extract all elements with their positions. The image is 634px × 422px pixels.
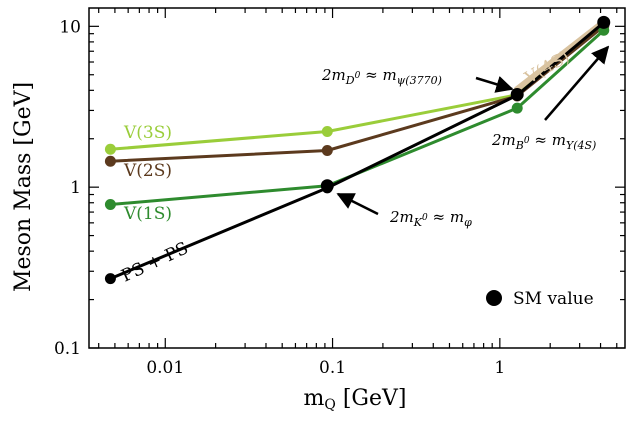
arrow-kphi (336, 192, 379, 216)
svg-text:2mB0 ≈ mΥ(4S): 2mB0 ≈ mΥ(4S) (491, 131, 596, 152)
y-tick-label: 10 (59, 17, 81, 37)
data-point-v-1s (511, 102, 523, 114)
svg-text:2mD0 ≈ mψ(3770): 2mD0 ≈ mψ(3770) (321, 66, 442, 87)
y-tick-label: 1 (70, 178, 81, 198)
arrow-bups (544, 45, 610, 121)
legend: SM value (486, 289, 594, 309)
legend-marker (486, 290, 502, 306)
annotation-kphi: 2mK0 ≈ mφ (336, 192, 472, 229)
plot-frame (88, 7, 626, 349)
annotation-dpsi: 2mD0 ≈ mψ(3770) (321, 66, 514, 93)
series-label-ps-ps: PS + PS (118, 238, 191, 286)
plot-area (104, 15, 611, 285)
data-point-v-3s (321, 125, 333, 137)
x-tick-label: 1 (494, 358, 505, 378)
y-tick-label: 0.1 (54, 339, 81, 359)
series-label-v2s: V(2S) (123, 161, 172, 181)
series-line-v-2s (108, 24, 606, 163)
svg-text:2mK0 ≈ mφ: 2mK0 ≈ mφ (389, 208, 472, 229)
sm-value-point (320, 179, 334, 193)
legend-label: SM value (513, 289, 594, 309)
x-tick-label: 0.1 (319, 358, 346, 378)
sm-value-point (597, 15, 611, 29)
y-axis-label: Meson Mass [GeV] (11, 82, 36, 292)
arrow-dpsi (475, 76, 514, 93)
series-line-ps-ps (108, 21, 606, 281)
data-point-v-1s (104, 199, 116, 211)
sm-value-point (510, 87, 524, 101)
series-line-v-1s (108, 28, 606, 206)
data-point-v-2s (321, 145, 333, 157)
data-point-ps-ps (104, 273, 116, 285)
data-point-v-2s (104, 155, 116, 167)
data-point-v-3s (104, 143, 116, 155)
series-label-v1s: V(1S) (123, 204, 172, 224)
series-label-v3s: V(3S) (123, 123, 172, 143)
x-axis-label: mQ [GeV] (304, 386, 407, 413)
x-tick-label: 0.01 (146, 358, 184, 378)
axis-ticks: 0.01 0.1 1 0.1 1 10 (54, 8, 625, 378)
